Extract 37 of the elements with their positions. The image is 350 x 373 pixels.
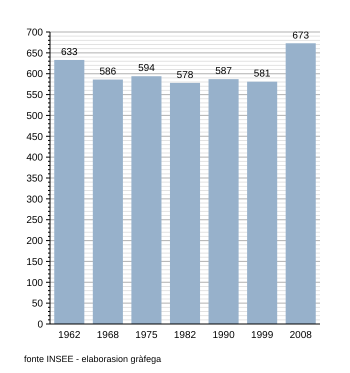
- data-label: 581: [254, 68, 271, 80]
- data-label: 578: [176, 70, 194, 81]
- bar: [92, 80, 123, 324]
- y-tick-label: 50: [32, 298, 44, 310]
- y-tick-label: 0: [37, 320, 44, 330]
- y-tick-label: 150: [26, 256, 44, 268]
- y-tick-label: 250: [26, 215, 44, 226]
- bar: [208, 79, 239, 324]
- x-tick-label: 1982: [174, 330, 197, 341]
- data-label: 594: [138, 63, 156, 74]
- x-tick-label: 1968: [96, 330, 120, 341]
- bar: [286, 43, 316, 324]
- x-tick-label: 2008: [290, 330, 312, 341]
- y-tick-label: 100: [26, 278, 44, 289]
- data-label: 587: [215, 66, 232, 78]
- x-tick-label: 1962: [58, 330, 81, 341]
- y-tick-label: 550: [26, 90, 44, 102]
- y-tick-label: 300: [26, 194, 44, 206]
- y-tick-label: 650: [26, 48, 44, 60]
- y-tick-label: 600: [26, 69, 44, 80]
- y-tick-label: 700: [26, 28, 44, 38]
- data-label: 673: [292, 30, 310, 42]
- bar: [54, 60, 84, 324]
- x-tick-label: 1975: [135, 330, 158, 341]
- y-tick-label: 400: [26, 152, 44, 164]
- data-label: 586: [100, 66, 117, 78]
- x-tick-label: 1990: [212, 330, 236, 341]
- x-tick-label: 1999: [251, 330, 274, 341]
- source-note: fonte INSEE - elaborasion gràfega: [24, 354, 162, 364]
- bar: [247, 82, 278, 324]
- y-tick-label: 500: [26, 110, 44, 122]
- bar: [170, 82, 200, 324]
- bar: [131, 76, 162, 324]
- y-tick-label: 450: [26, 132, 44, 143]
- y-tick-label: 350: [26, 174, 44, 184]
- y-tick-label: 200: [26, 236, 44, 248]
- data-label: 633: [60, 46, 78, 58]
